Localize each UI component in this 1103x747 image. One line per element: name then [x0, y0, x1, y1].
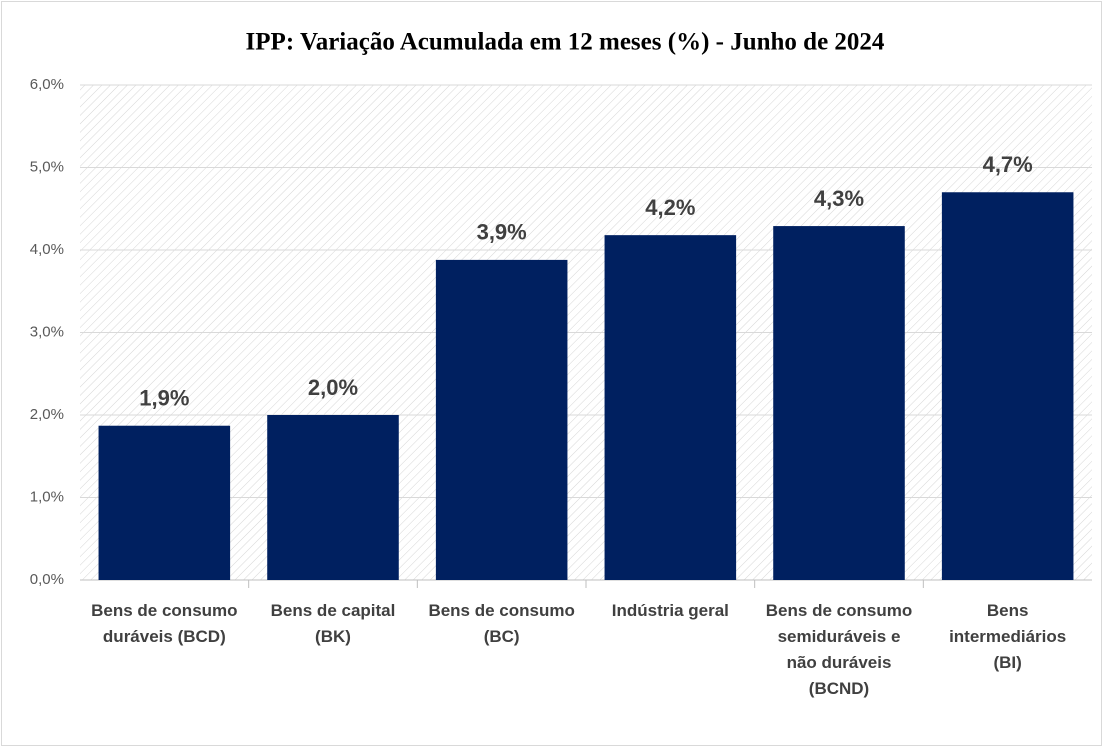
bar: [773, 226, 905, 580]
chart-title: IPP: Variação Acumulada em 12 meses (%) …: [246, 29, 885, 56]
y-tick-label: 6,0%: [30, 76, 64, 93]
y-tick-label: 1,0%: [30, 488, 64, 505]
data-label: 3,9%: [477, 220, 527, 245]
bar: [435, 259, 568, 580]
data-label: 4,7%: [983, 152, 1033, 177]
x-tick-label: Bens de consumo duráveis (BCD): [91, 601, 238, 646]
data-label: 2,0%: [308, 375, 358, 400]
x-tick-label: Bens de consumo (BC): [428, 601, 575, 646]
bar: [604, 235, 737, 580]
bar: [941, 192, 1074, 580]
bar: [98, 425, 231, 580]
y-tick-label: 5,0%: [30, 158, 64, 175]
data-label: 4,2%: [645, 195, 695, 220]
data-label: 4,3%: [814, 186, 864, 211]
x-tick-label: Indústria geral: [611, 601, 729, 620]
data-label: 1,9%: [139, 386, 189, 411]
y-tick-label: 0,0%: [30, 571, 64, 588]
x-tick-label: Bens intermediários (BI): [949, 601, 1067, 672]
y-tick-label: 3,0%: [30, 323, 64, 340]
x-tick-label: Bens de consumo semiduráveis e não duráv…: [765, 601, 913, 698]
y-tick-label: 4,0%: [30, 241, 64, 258]
x-tick-label: Bens de capital (BK): [270, 601, 396, 646]
bar: [267, 415, 399, 580]
y-tick-label: 2,0%: [30, 406, 64, 423]
